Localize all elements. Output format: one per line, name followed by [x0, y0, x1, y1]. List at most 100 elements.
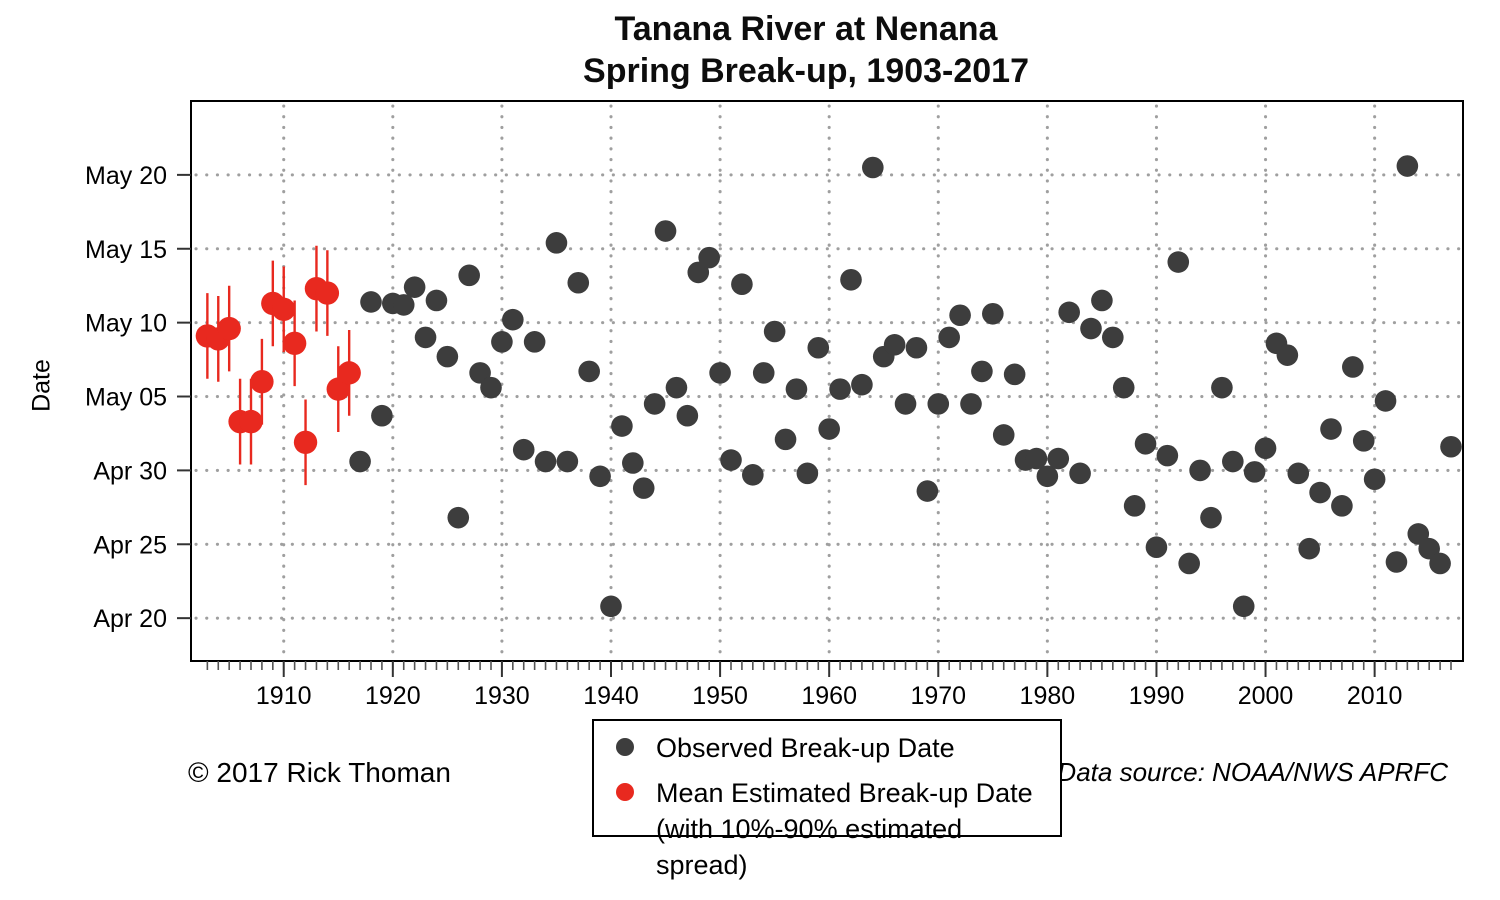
data-point-observed	[807, 336, 830, 359]
data-point-observed	[480, 376, 502, 399]
observed-marker-icon	[616, 738, 634, 756]
y-tick-label: Apr 30	[93, 457, 167, 485]
data-point-observed	[1123, 495, 1146, 517]
data-point-observed	[1036, 465, 1059, 488]
data-point-observed	[785, 378, 808, 400]
data-point-observed	[1047, 447, 1070, 470]
data-point-observed	[1342, 356, 1364, 378]
plot-frame	[190, 100, 1464, 662]
data-point-observed	[752, 362, 775, 384]
data-point-observed	[447, 506, 470, 529]
x-tick-label: 1940	[583, 682, 639, 710]
data-point-observed	[992, 424, 1015, 446]
y-tick-label: May 20	[85, 162, 167, 190]
data-point-observed	[632, 477, 655, 499]
data-point-observed	[534, 450, 557, 473]
data-point-observed	[982, 302, 1004, 325]
x-tick-label: 1960	[801, 682, 857, 710]
y-tick-label: May 15	[85, 236, 167, 264]
data-point-observed	[1418, 537, 1440, 560]
data-point-observed	[774, 428, 797, 451]
data-point-observed	[829, 378, 851, 400]
data-point-observed	[1276, 344, 1299, 366]
data-point-observed	[1145, 536, 1168, 559]
data-point-observed	[851, 373, 873, 396]
data-point-observed	[1222, 450, 1244, 473]
data-point-observed	[1396, 155, 1419, 177]
x-tick-label: 1920	[365, 682, 421, 710]
data-point-observed	[1320, 418, 1342, 440]
data-point-observed	[676, 404, 699, 427]
x-tick-label: 1980	[1020, 682, 1076, 710]
y-tick-label: Apr 25	[93, 531, 167, 559]
data-point-observed	[469, 362, 491, 384]
data-point-observed	[567, 271, 590, 294]
data-point-observed	[1254, 437, 1277, 460]
y-axis-title: Date	[27, 359, 56, 412]
data-point-observed	[1429, 552, 1451, 575]
x-tick-label: 1990	[1129, 682, 1185, 710]
data-point-observed	[1189, 459, 1211, 482]
data-point-observed	[600, 595, 622, 618]
data-point-observed	[643, 393, 666, 415]
data-point-observed	[665, 376, 688, 399]
data-point-observed	[949, 304, 971, 327]
data-point-estimated	[217, 316, 241, 341]
data-point-observed	[589, 465, 611, 488]
data-point-observed	[1112, 376, 1135, 399]
data-point-observed	[1025, 447, 1048, 470]
data-point-observed	[360, 291, 382, 313]
legend-estimated-line1: Mean Estimated Break-up Date	[656, 778, 1033, 808]
data-point-observed	[1440, 435, 1462, 458]
data-point-observed	[687, 261, 710, 284]
chart-title-line1: Tanana River at Nenana	[614, 10, 998, 48]
data-point-observed	[458, 264, 480, 287]
data-point-observed	[425, 289, 448, 312]
x-tick-label: 1930	[474, 682, 530, 710]
data-point-observed	[414, 326, 437, 349]
data-point-observed	[392, 294, 415, 316]
data-point-observed	[698, 246, 720, 269]
data-point-observed	[971, 360, 993, 383]
data-point-observed	[1156, 444, 1179, 467]
x-tick-label: 1970	[910, 682, 966, 710]
data-point-observed	[894, 393, 917, 415]
data-point-observed	[371, 404, 393, 427]
data-point-estimated	[315, 281, 340, 305]
data-point-observed	[1374, 390, 1397, 412]
data-point-observed	[796, 462, 819, 485]
data-point-observed	[1080, 317, 1102, 340]
data-point-observed	[654, 220, 677, 242]
data-point-observed	[818, 418, 840, 440]
data-point-observed	[1352, 430, 1375, 452]
data-point-observed	[1385, 551, 1408, 573]
data-point-observed	[916, 480, 939, 502]
data-point-observed	[763, 320, 786, 343]
x-tick-label: 1950	[692, 682, 748, 710]
data-point-observed	[742, 464, 764, 486]
data-point-estimated	[239, 409, 263, 434]
y-tick-label: May 05	[85, 384, 167, 412]
legend-item-observed: Observed Break-up Date	[594, 730, 1060, 766]
data-point-observed	[502, 308, 524, 331]
data-point-observed	[1211, 376, 1233, 399]
data-point-estimated	[250, 370, 274, 394]
data-point-observed	[905, 336, 928, 359]
data-point-observed	[403, 276, 426, 298]
data-point-observed	[1331, 495, 1353, 517]
data-point-observed	[862, 156, 884, 179]
data-point-observed	[938, 326, 960, 349]
data-point-estimated	[293, 430, 318, 455]
legend-observed-label: Observed Break-up Date	[656, 733, 955, 763]
data-point-observed	[436, 345, 459, 368]
data-point-observed	[720, 449, 742, 471]
chart-title-line2: Spring Break-up, 1903-2017	[583, 52, 1029, 90]
data-point-observed	[960, 393, 982, 415]
data-point-estimated	[282, 331, 307, 356]
data-point-observed	[622, 452, 644, 474]
copyright-text: © 2017 Rick Thoman	[188, 757, 451, 788]
data-point-observed	[840, 268, 862, 291]
data-point-observed	[556, 450, 579, 473]
data-point-estimated	[272, 297, 296, 322]
